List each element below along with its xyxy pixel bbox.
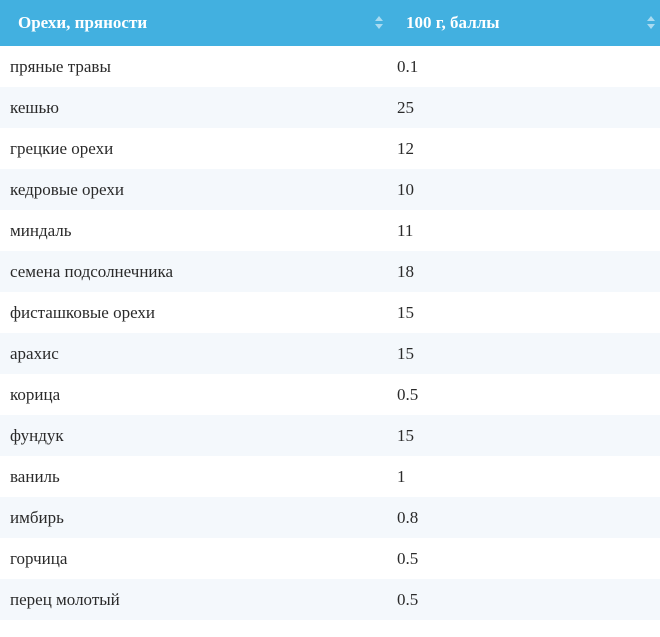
table-row: горчица 0.5	[0, 538, 660, 579]
table-row: фундук 15	[0, 415, 660, 456]
cell-product: имбирь	[10, 507, 64, 527]
cell-points: 18	[397, 261, 414, 281]
cell-points: 25	[397, 97, 414, 117]
table-header: Орехи, пряности 100 г, баллы	[0, 0, 660, 46]
cell-product: миндаль	[10, 220, 72, 240]
cell-points: 15	[397, 302, 414, 322]
table-row: грецкие орехи 12	[0, 128, 660, 169]
cell-points: 0.5	[397, 384, 419, 404]
header-row: Орехи, пряности 100 г, баллы	[0, 0, 660, 46]
cell-points: 12	[397, 138, 414, 158]
cell-points: 0.8	[397, 507, 419, 527]
table-row: ваниль 1	[0, 456, 660, 497]
column-header-points[interactable]: 100 г, баллы	[388, 0, 660, 46]
column-header-product[interactable]: Орехи, пряности	[0, 0, 388, 46]
table-row: пряные травы 0.1	[0, 46, 660, 87]
table-row: имбирь 0.8	[0, 497, 660, 538]
sort-icon[interactable]	[647, 16, 655, 30]
cell-product: корица	[10, 384, 61, 404]
cell-points: 0.5	[397, 589, 419, 609]
cell-points: 10	[397, 179, 414, 199]
cell-product: арахис	[10, 343, 59, 363]
cell-points: 15	[397, 343, 414, 363]
cell-points: 0.5	[397, 548, 419, 568]
table-row: семена подсолнечника 18	[0, 251, 660, 292]
nuts-spices-table: Орехи, пряности 100 г, баллы пряные трав…	[0, 0, 660, 620]
table-row: миндаль 11	[0, 210, 660, 251]
sort-icon[interactable]	[375, 16, 383, 30]
cell-points: 1	[397, 466, 406, 486]
cell-product: кешью	[10, 97, 59, 117]
cell-product: ваниль	[10, 466, 60, 486]
cell-points: 11	[397, 220, 414, 240]
cell-product: грецкие орехи	[10, 138, 114, 158]
cell-product: кедровые орехи	[10, 179, 124, 199]
table-body: пряные травы 0.1 кешью 25 грецкие орехи 12 кед…	[0, 46, 660, 620]
table-row: фисташковые орехи 15	[0, 292, 660, 333]
cell-product: фисташковые орехи	[10, 302, 155, 322]
cell-product: перец молотый	[10, 589, 120, 609]
cell-points: 0.1	[397, 56, 419, 76]
cell-product: фундук	[10, 425, 64, 445]
column-header-label: Орехи, пряности	[18, 13, 148, 32]
table-row: кешью 25	[0, 87, 660, 128]
cell-product: семена подсолнечника	[10, 261, 174, 281]
cell-product: пряные травы	[10, 56, 111, 76]
cell-points: 15	[397, 425, 414, 445]
cell-product: горчица	[10, 548, 68, 568]
table-row: арахис 15	[0, 333, 660, 374]
column-header-label: 100 г, баллы	[406, 13, 500, 32]
table-row: корица 0.5	[0, 374, 660, 415]
table-row: кедровые орехи 10	[0, 169, 660, 210]
table-row: перец молотый 0.5	[0, 579, 660, 620]
